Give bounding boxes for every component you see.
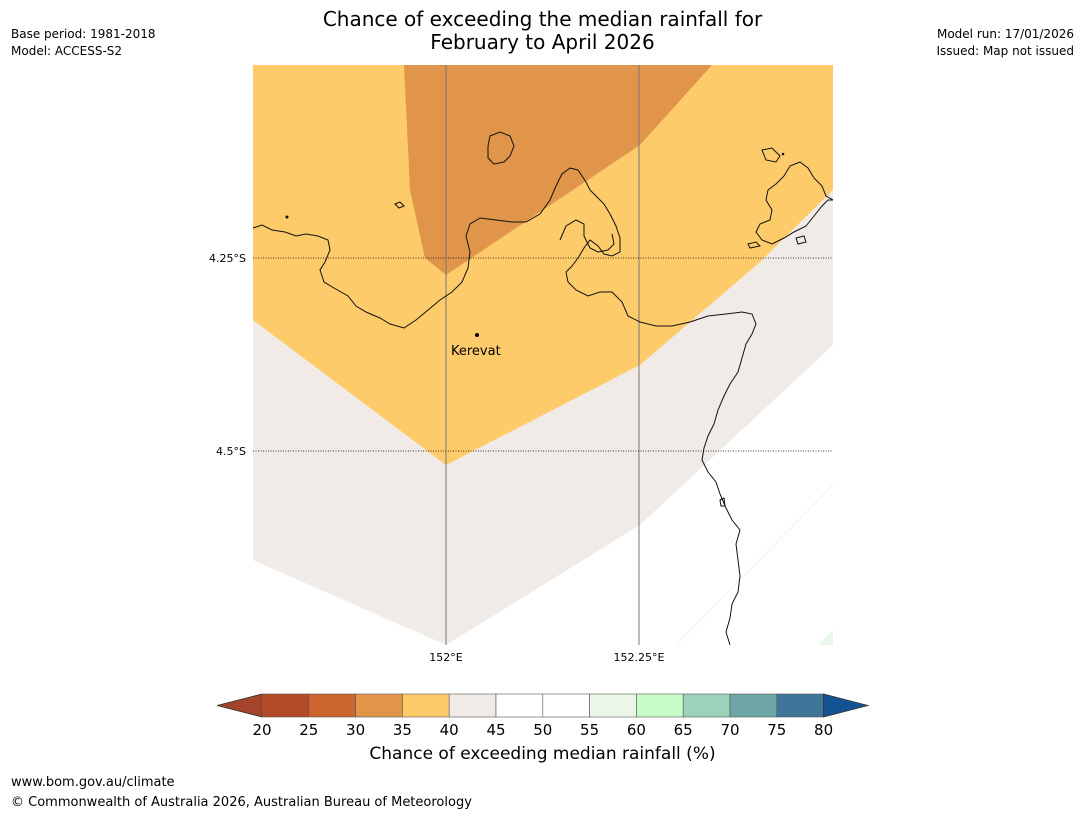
colorbar-tick-label: 50 bbox=[533, 721, 552, 739]
probability-band-30-35 bbox=[404, 65, 712, 275]
colorbar-segment bbox=[682, 693, 731, 718]
colorbar-tick-label: 25 bbox=[299, 721, 318, 739]
lat-label-4-5: 4.5°S bbox=[216, 445, 246, 458]
coastline-main bbox=[253, 167, 757, 645]
probability-band-35-40 bbox=[253, 65, 833, 465]
lon-label-152: 152°E bbox=[429, 651, 462, 664]
colorbar-tick-label: 30 bbox=[346, 721, 365, 739]
colorbar-extend-low bbox=[216, 693, 263, 718]
colorbar-tick-label: 20 bbox=[252, 721, 271, 739]
coastline-east bbox=[755, 161, 833, 245]
probability-band-55-60 bbox=[818, 630, 833, 645]
lat-label-4-25: 4.25°S bbox=[209, 252, 246, 265]
map-title: Chance of exceeding the median rainfall … bbox=[0, 8, 1085, 54]
colorbar-extend-high bbox=[823, 693, 870, 718]
meta-left: Base period: 1981-2018 Model: ACCESS-S2 bbox=[11, 26, 156, 60]
contour-line bbox=[675, 484, 833, 645]
island-east-3 bbox=[795, 235, 807, 245]
lon-label-152-25: 152.25°E bbox=[614, 651, 665, 664]
island-east-4 bbox=[719, 497, 726, 507]
colorbar-segment bbox=[308, 693, 356, 718]
island-small-1 bbox=[394, 201, 405, 209]
model-run: Model run: 17/01/2026 bbox=[936, 27, 1074, 41]
title-line-1: Chance of exceeding the median rainfall … bbox=[322, 7, 763, 31]
coastline-inlet bbox=[559, 219, 615, 253]
colorbar-tick-label: 60 bbox=[627, 721, 646, 739]
meta-right: Model run: 17/01/2026 Issued: Map not is… bbox=[936, 26, 1074, 60]
footer-url[interactable]: www.bom.gov.au/climate bbox=[11, 775, 175, 790]
coastline bbox=[253, 131, 833, 645]
colorbar-tick-label: 55 bbox=[580, 721, 599, 739]
island-north bbox=[487, 131, 515, 165]
footer-copyright: © Commonwealth of Australia 2026, Austra… bbox=[11, 795, 472, 810]
colorbar: 20 25 30 35 40 45 50 55 60 65 70 75 80 bbox=[216, 693, 870, 739]
title-line-2: February to April 2026 bbox=[430, 30, 655, 54]
colorbar-segment bbox=[495, 693, 544, 718]
colorbar-tick-label: 35 bbox=[393, 721, 412, 739]
colorbar-tick-label: 45 bbox=[486, 721, 505, 739]
colorbar-segment bbox=[542, 693, 590, 718]
colorbar-tick-label: 75 bbox=[767, 721, 786, 739]
colorbar-tick-label: 40 bbox=[440, 721, 459, 739]
map-area: Kerevat bbox=[253, 65, 833, 645]
colorbar-segment bbox=[402, 693, 450, 718]
colorbar-segment bbox=[355, 693, 403, 718]
colorbar-title: Chance of exceeding median rainfall (%) bbox=[369, 744, 716, 764]
colorbar-segment bbox=[589, 693, 637, 718]
islet-dot bbox=[781, 152, 785, 156]
colorbar-segment bbox=[729, 693, 778, 718]
island-east-2 bbox=[747, 241, 762, 249]
colorbar-tick-label: 80 bbox=[814, 721, 833, 739]
kerevat-marker bbox=[475, 333, 479, 337]
colorbar-tick-label: 70 bbox=[720, 721, 739, 739]
islet-dot bbox=[285, 215, 289, 219]
colorbar-segment bbox=[261, 693, 310, 718]
model-name: Model: ACCESS-S2 bbox=[11, 44, 123, 58]
colorbar-segment bbox=[776, 693, 824, 718]
issued-status: Issued: Map not issued bbox=[936, 44, 1074, 58]
island-east-1 bbox=[761, 147, 781, 163]
base-period: Base period: 1981-2018 bbox=[11, 27, 156, 41]
colorbar-segment bbox=[448, 693, 497, 718]
colorbar-tick-label: 65 bbox=[674, 721, 693, 739]
probability-band-40-45 bbox=[253, 190, 833, 645]
colorbar-segment bbox=[636, 693, 684, 718]
kerevat-label: Kerevat bbox=[451, 344, 501, 359]
